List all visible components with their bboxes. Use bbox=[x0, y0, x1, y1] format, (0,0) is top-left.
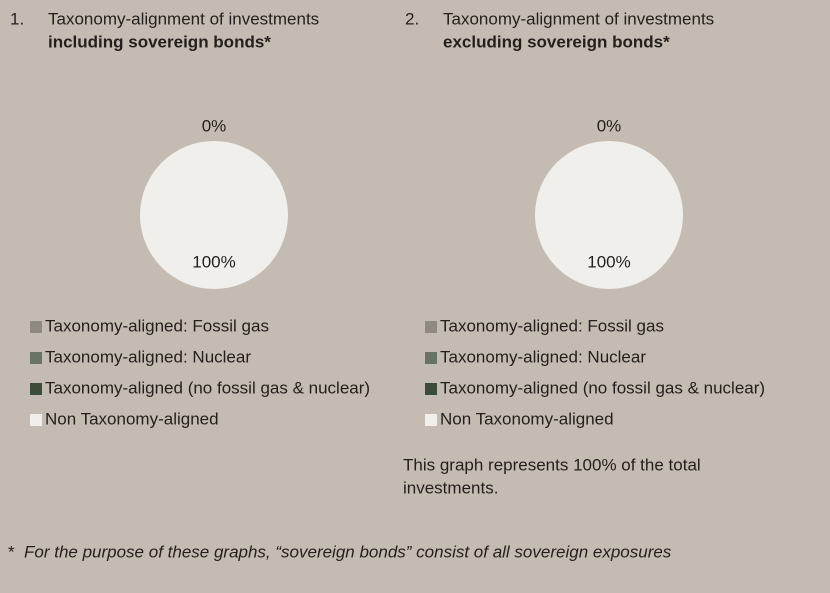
legend-label: Non Taxonomy-aligned bbox=[45, 409, 219, 428]
note: This graph represents 100% of the total bbox=[403, 455, 701, 474]
pie-slice bbox=[140, 141, 288, 289]
data-label: 100% bbox=[587, 253, 630, 272]
pie-slice bbox=[535, 141, 683, 289]
legend-label: Taxonomy-aligned: Nuclear bbox=[440, 347, 646, 366]
legend-label: Taxonomy-aligned (no fossil gas & nuclea… bbox=[440, 378, 765, 397]
footnote: For the purpose of these graphs, “sovere… bbox=[24, 542, 672, 561]
chart-subtitle: excluding sovereign bonds* bbox=[443, 32, 670, 51]
legend-swatch bbox=[30, 383, 42, 395]
footnote-mark: * bbox=[8, 542, 15, 561]
legend-swatch bbox=[30, 414, 42, 426]
legend-label: Non Taxonomy-aligned bbox=[440, 409, 614, 428]
chart-title: Taxonomy-alignment of investments bbox=[48, 9, 319, 28]
legend-label: Taxonomy-aligned: Nuclear bbox=[45, 347, 251, 366]
legend-label: Taxonomy-aligned (no fossil gas & nuclea… bbox=[45, 378, 370, 397]
data-label: 0% bbox=[597, 116, 622, 135]
legend-swatch bbox=[425, 352, 437, 364]
legend-swatch bbox=[425, 383, 437, 395]
legend-swatch bbox=[425, 321, 437, 333]
chart-subtitle: including sovereign bonds* bbox=[48, 32, 271, 51]
data-label: 100% bbox=[192, 253, 235, 272]
data-label: 0% bbox=[202, 116, 227, 135]
chart-title: Taxonomy-alignment of investments bbox=[443, 9, 714, 28]
legend-label: Taxonomy-aligned: Fossil gas bbox=[45, 316, 269, 335]
chart-number: 2. bbox=[405, 9, 419, 28]
legend-swatch bbox=[30, 352, 42, 364]
note: investments. bbox=[403, 478, 498, 497]
legend-swatch bbox=[425, 414, 437, 426]
legend-label: Taxonomy-aligned: Fossil gas bbox=[440, 316, 664, 335]
chart-number: 1. bbox=[10, 9, 24, 28]
legend-swatch bbox=[30, 321, 42, 333]
